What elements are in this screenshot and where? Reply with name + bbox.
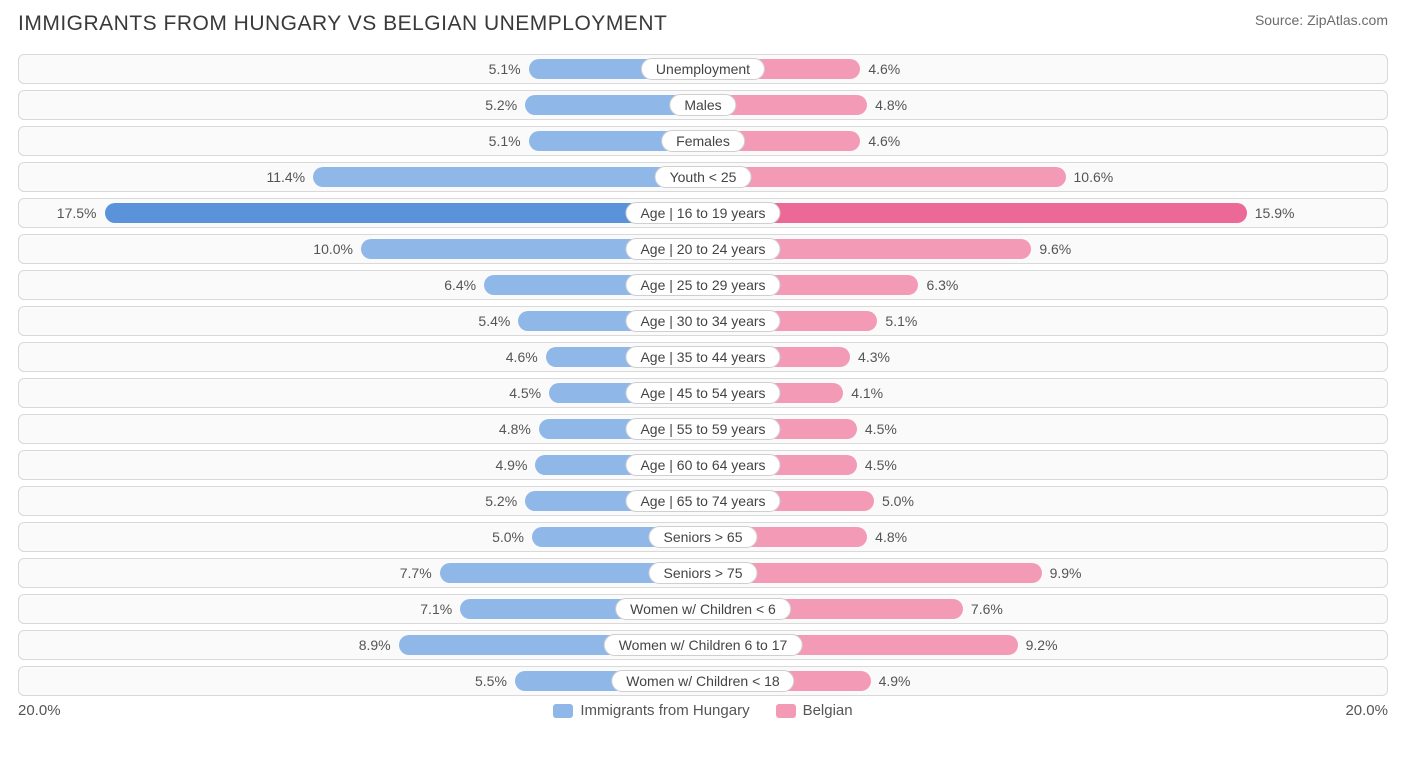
- value-label-left: 4.9%: [496, 457, 528, 473]
- chart-row: 5.1% 4.6% Unemployment: [18, 54, 1388, 84]
- chart-row: 5.2% 5.0% Age | 65 to 74 years: [18, 486, 1388, 516]
- value-label-left: 5.0%: [492, 529, 524, 545]
- legend: Immigrants from Hungary Belgian: [553, 702, 852, 719]
- value-label-left: 7.7%: [400, 565, 432, 581]
- chart-row: 5.2% 4.8% Males: [18, 90, 1388, 120]
- bar-left: [105, 203, 704, 223]
- legend-label-right: Belgian: [803, 702, 853, 719]
- value-label-left: 5.5%: [475, 673, 507, 689]
- bar-right: [703, 167, 1066, 187]
- value-label-right: 15.9%: [1255, 205, 1295, 221]
- category-badge: Women w/ Children 6 to 17: [604, 634, 803, 656]
- value-label-left: 17.5%: [57, 205, 97, 221]
- value-label-left: 10.0%: [313, 241, 353, 257]
- value-label-right: 5.1%: [885, 313, 917, 329]
- bar-left: [313, 167, 703, 187]
- chart-row: 7.7% 9.9% Seniors > 75: [18, 558, 1388, 588]
- chart-row: 4.8% 4.5% Age | 55 to 59 years: [18, 414, 1388, 444]
- category-badge: Age | 55 to 59 years: [625, 418, 780, 440]
- chart-title: IMMIGRANTS FROM HUNGARY VS BELGIAN UNEMP…: [18, 12, 667, 36]
- chart-area: 5.1% 4.6% Unemployment 5.2% 4.8% Males 5.1% 4.6…: [18, 54, 1388, 696]
- value-label-left: 7.1%: [420, 601, 452, 617]
- value-label-right: 4.8%: [875, 529, 907, 545]
- category-badge: Women w/ Children < 6: [615, 598, 791, 620]
- value-label-left: 5.2%: [485, 493, 517, 509]
- chart-row: 5.5% 4.9% Women w/ Children < 18: [18, 666, 1388, 696]
- chart-row: 7.1% 7.6% Women w/ Children < 6: [18, 594, 1388, 624]
- chart-row: 5.0% 4.8% Seniors > 65: [18, 522, 1388, 552]
- chart-row: 8.9% 9.2% Women w/ Children 6 to 17: [18, 630, 1388, 660]
- value-label-left: 4.6%: [506, 349, 538, 365]
- value-label-right: 4.5%: [865, 421, 897, 437]
- value-label-left: 11.4%: [266, 169, 305, 185]
- legend-swatch-right: [776, 704, 796, 718]
- category-badge: Age | 60 to 64 years: [625, 454, 780, 476]
- value-label-right: 9.9%: [1050, 565, 1082, 581]
- category-badge: Women w/ Children < 18: [611, 670, 794, 692]
- chart-row: 6.4% 6.3% Age | 25 to 29 years: [18, 270, 1388, 300]
- axis-max-left: 20.0%: [18, 702, 61, 719]
- value-label-right: 4.1%: [851, 385, 883, 401]
- chart-source: Source: ZipAtlas.com: [1255, 12, 1388, 28]
- chart-row: 11.4% 10.6% Youth < 25: [18, 162, 1388, 192]
- value-label-right: 9.6%: [1039, 241, 1071, 257]
- value-label-left: 5.4%: [478, 313, 510, 329]
- category-badge: Age | 35 to 44 years: [625, 346, 780, 368]
- category-badge: Females: [661, 130, 745, 152]
- value-label-right: 4.8%: [875, 97, 907, 113]
- category-badge: Age | 30 to 34 years: [625, 310, 780, 332]
- value-label-left: 5.2%: [485, 97, 517, 113]
- value-label-right: 9.2%: [1026, 637, 1058, 653]
- chart-row: 4.6% 4.3% Age | 35 to 44 years: [18, 342, 1388, 372]
- value-label-left: 4.5%: [509, 385, 541, 401]
- category-badge: Males: [669, 94, 736, 116]
- value-label-left: 5.1%: [489, 133, 521, 149]
- category-badge: Age | 16 to 19 years: [625, 202, 780, 224]
- legend-item-left: Immigrants from Hungary: [553, 702, 749, 719]
- legend-label-left: Immigrants from Hungary: [580, 702, 749, 719]
- value-label-left: 4.8%: [499, 421, 531, 437]
- category-badge: Age | 65 to 74 years: [625, 490, 780, 512]
- legend-item-right: Belgian: [776, 702, 853, 719]
- value-label-right: 4.5%: [865, 457, 897, 473]
- category-badge: Seniors > 65: [649, 526, 758, 548]
- chart-row: 5.4% 5.1% Age | 30 to 34 years: [18, 306, 1388, 336]
- value-label-right: 4.3%: [858, 349, 890, 365]
- category-badge: Youth < 25: [655, 166, 752, 188]
- category-badge: Age | 25 to 29 years: [625, 274, 780, 296]
- chart-row: 4.9% 4.5% Age | 60 to 64 years: [18, 450, 1388, 480]
- chart-row: 5.1% 4.6% Females: [18, 126, 1388, 156]
- value-label-left: 5.1%: [489, 61, 521, 77]
- chart-footer: 20.0% Immigrants from Hungary Belgian 20…: [18, 702, 1388, 719]
- legend-swatch-left: [553, 704, 573, 718]
- category-badge: Age | 45 to 54 years: [625, 382, 780, 404]
- value-label-right: 6.3%: [926, 277, 958, 293]
- value-label-left: 8.9%: [359, 637, 391, 653]
- chart-row: 17.5% 15.9% Age | 16 to 19 years: [18, 198, 1388, 228]
- axis-max-right: 20.0%: [1345, 702, 1388, 719]
- chart-header: IMMIGRANTS FROM HUNGARY VS BELGIAN UNEMP…: [18, 12, 1388, 36]
- bar-right: [703, 203, 1247, 223]
- value-label-right: 5.0%: [882, 493, 914, 509]
- value-label-left: 6.4%: [444, 277, 476, 293]
- category-badge: Seniors > 75: [649, 562, 758, 584]
- value-label-right: 4.6%: [868, 133, 900, 149]
- category-badge: Unemployment: [641, 58, 765, 80]
- chart-row: 10.0% 9.6% Age | 20 to 24 years: [18, 234, 1388, 264]
- value-label-right: 7.6%: [971, 601, 1003, 617]
- value-label-right: 10.6%: [1074, 169, 1114, 185]
- chart-row: 4.5% 4.1% Age | 45 to 54 years: [18, 378, 1388, 408]
- category-badge: Age | 20 to 24 years: [625, 238, 780, 260]
- value-label-right: 4.6%: [868, 61, 900, 77]
- value-label-right: 4.9%: [879, 673, 911, 689]
